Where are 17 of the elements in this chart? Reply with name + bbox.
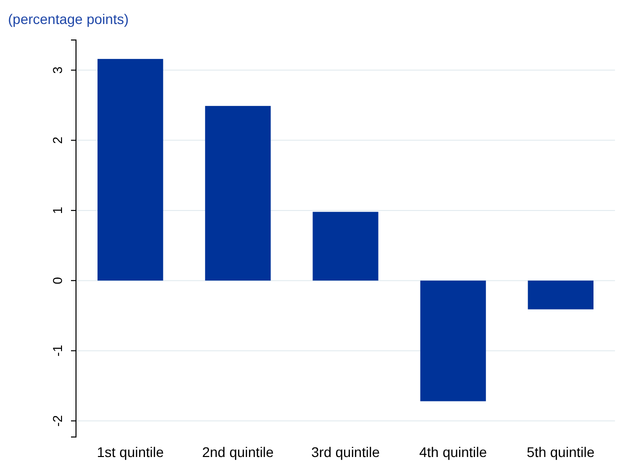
y-axis-title: (percentage points): [8, 11, 129, 27]
bar: [205, 106, 271, 281]
bar: [98, 58, 164, 281]
bar: [528, 280, 594, 310]
y-tick-label: 2: [50, 136, 65, 144]
x-tick-label: 5th quintile: [526, 444, 595, 460]
y-tick-label: -2: [50, 415, 65, 427]
bar: [312, 212, 378, 281]
y-tick-label: 1: [50, 206, 65, 214]
x-tick-label: 2nd quintile: [202, 444, 274, 460]
x-tick-label: 4th quintile: [419, 444, 488, 460]
x-tick-label: 3rd quintile: [311, 444, 380, 460]
y-tick-label: 3: [50, 66, 65, 74]
y-tick-label: 0: [50, 276, 65, 284]
x-tick-label: 1st quintile: [96, 444, 164, 460]
y-tick-label: -1: [50, 344, 65, 357]
bar: [420, 280, 486, 402]
